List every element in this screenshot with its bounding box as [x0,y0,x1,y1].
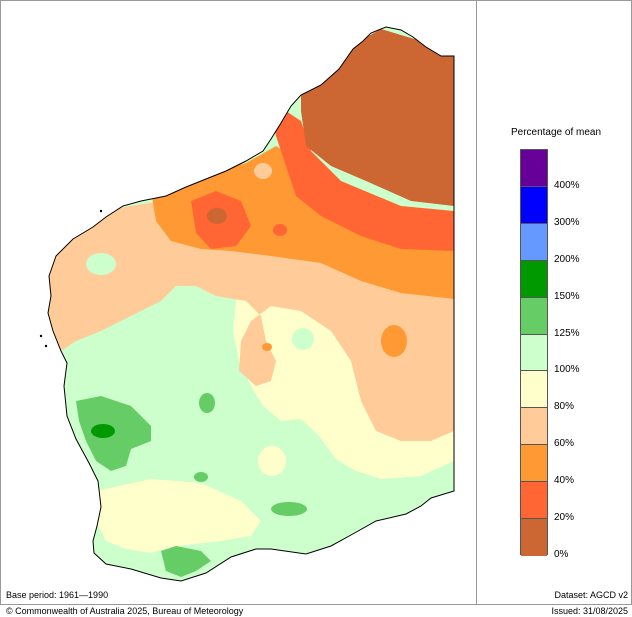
legend-swatch [521,408,547,446]
zone-100-125-patch-a [86,253,116,275]
island [44,344,48,348]
legend-label: 200% [554,253,580,265]
zone-0-20-patch [207,208,227,224]
zone-60-80-patch [254,163,272,179]
legend-title: Percentage of mean [510,127,602,138]
zone-125-150-patch-c [194,472,208,482]
legend-label: 60% [554,438,575,450]
zone-40-60-patch-a [381,325,407,357]
legend-label: 20% [554,512,575,524]
zone-125-150-patch-a [271,502,307,516]
legend-label: 100% [554,364,580,376]
legend-swatch [521,150,547,187]
legend-label: 40% [554,475,575,487]
base-period: Base period: 1961—1990 [6,590,109,600]
island [39,334,43,338]
zone-100-125-patch-b [292,328,314,350]
zone-40-60 [151,146,454,299]
zone-20-40-patch [273,224,287,236]
legend-label: 125% [554,327,580,339]
legend-color-bar [520,149,548,556]
legend-label: 400% [554,179,580,191]
copyright-text: © Commonwealth of Australia 2025, Bureau… [6,606,244,616]
zone-80-100-southwest [96,479,261,553]
zone-150-200 [91,424,115,438]
legend-swatch [521,334,547,372]
legend-label: 80% [554,401,575,413]
legend-label: 150% [554,290,580,302]
legend-swatch [521,445,547,483]
legend-swatch [521,223,547,261]
dataset-label: Dataset: AGCD v2 [554,590,628,600]
zone-20-40-north [271,101,454,251]
island [99,209,103,213]
issued-date: Issued: 31/08/2025 [551,606,628,616]
zone-125-150-patch-b [199,393,215,413]
zone-60-80 [48,201,454,441]
legend-swatch [521,519,547,556]
wa-coastline [47,26,455,582]
legend-swatch [521,482,547,520]
legend-label: 0% [554,549,569,560]
zone-0-20 [301,29,454,206]
rainfall-map [1,1,476,603]
legend-swatch [521,297,547,335]
zone-125-150-south [161,546,211,577]
zone-40-60-patch-b [262,343,272,351]
zone-80-100-patch [258,446,286,476]
legend-label: 300% [554,216,580,228]
legend-swatch [521,260,547,298]
rainfall-zones [48,27,454,581]
legend-swatch [521,371,547,409]
panel-divider [476,0,477,604]
legend-swatch [521,186,547,224]
